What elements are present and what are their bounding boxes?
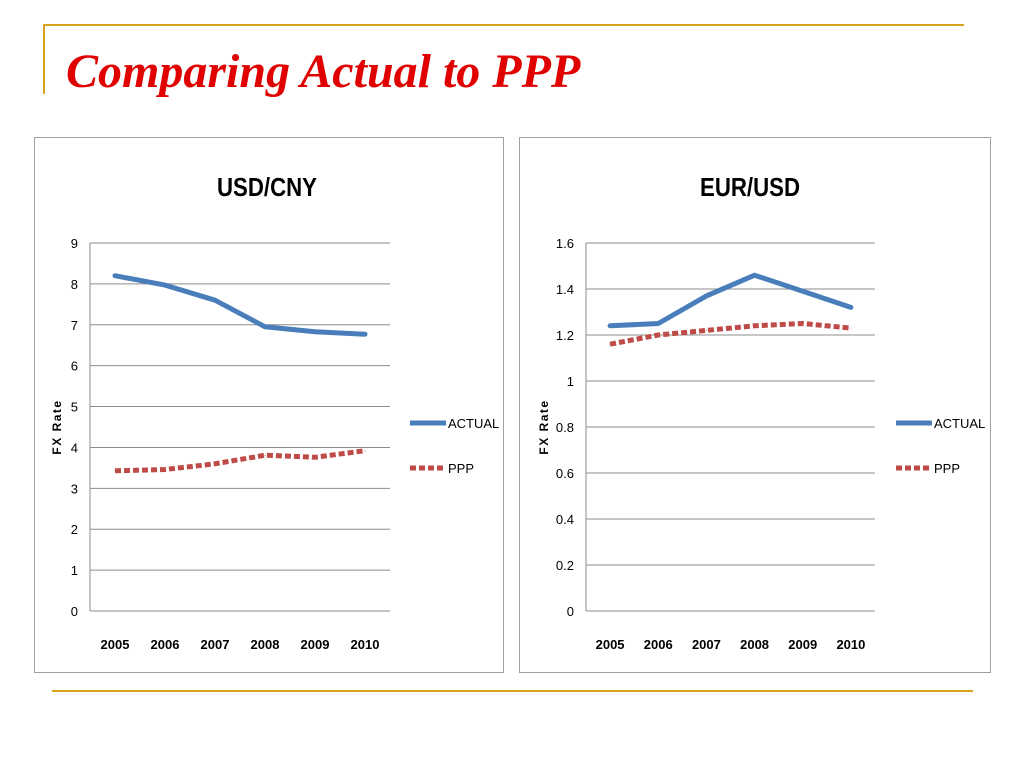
eur-usd-y-axis-label: FX Rate xyxy=(537,399,551,454)
eur-usd-x-tick-label: 2010 xyxy=(836,637,865,652)
eur-usd-y-tick-label: 0.6 xyxy=(556,466,574,481)
eur-usd-series-actual xyxy=(607,272,854,329)
eur-usd-series-ppp xyxy=(609,321,852,347)
usd-cny-x-tick-label: 2008 xyxy=(251,637,280,652)
eur-usd-x-tick-label: 2008 xyxy=(740,637,769,652)
usd-cny-chart-svg: USD/CNY 0 1 2 3 4 5 6 7 8 9 2005 2006 2007 2008 2009 201… xyxy=(50,172,499,652)
usd-cny-x-tick-label: 2009 xyxy=(301,637,330,652)
usd-cny-point-actual xyxy=(214,299,216,301)
usd-cny-x-tick-label: 2010 xyxy=(351,637,380,652)
eur-usd-legend-label-actual: ACTUAL xyxy=(934,416,985,431)
eur-usd-x-tick-label: 2007 xyxy=(692,637,721,652)
usd-cny-y-tick-label: 6 xyxy=(71,359,78,374)
usd-cny-point-ppp xyxy=(114,470,116,472)
usd-cny-x-tick-label: 2007 xyxy=(201,637,230,652)
usd-cny-x-tick-label: 2006 xyxy=(151,637,180,652)
usd-cny-point-ppp xyxy=(164,469,166,471)
eur-usd-point-ppp xyxy=(850,327,852,329)
usd-cny-point-ppp xyxy=(364,450,366,452)
eur-usd-point-actual xyxy=(802,290,804,292)
usd-cny-point-actual xyxy=(264,326,266,328)
eur-usd-chart-svg: EUR/USD 0 0.2 0.4 0.6 0.8 1 1.2 1.4 1.6 2005 2006 20… xyxy=(537,172,985,652)
usd-cny-y-tick-label: 9 xyxy=(71,236,78,251)
usd-cny-y-tick-label: 5 xyxy=(71,400,78,415)
eur-usd-point-ppp xyxy=(609,343,611,345)
usd-cny-chart: USD/CNY 0 1 2 3 4 5 6 7 8 9 2005 2006 2007 2008 2009 201… xyxy=(34,137,504,673)
usd-cny-series-actual xyxy=(112,273,368,337)
eur-usd-point-actual xyxy=(609,325,611,327)
eur-usd-point-ppp xyxy=(657,334,659,336)
eur-usd-y-tick-label: 0 xyxy=(567,604,574,619)
usd-cny-chart-title: USD/CNY xyxy=(217,172,317,202)
left-accent-line xyxy=(43,24,45,94)
eur-usd-point-actual xyxy=(850,306,852,308)
eur-usd-chart-title: EUR/USD xyxy=(700,172,800,202)
eur-usd-y-tick-label: 0.4 xyxy=(556,512,574,527)
eur-usd-point-ppp xyxy=(705,329,707,331)
eur-usd-point-actual xyxy=(705,295,707,297)
usd-cny-point-ppp xyxy=(314,456,316,458)
usd-cny-y-tick-label: 7 xyxy=(71,318,78,333)
usd-cny-series-ppp xyxy=(114,448,366,474)
usd-cny-point-actual xyxy=(364,333,366,335)
eur-usd-x-tick-label: 2005 xyxy=(596,637,625,652)
usd-cny-y-tick-label: 0 xyxy=(71,604,78,619)
usd-cny-y-tick-label: 3 xyxy=(71,481,78,496)
eur-usd-point-ppp xyxy=(802,323,804,324)
eur-usd-y-tick-label: 0.2 xyxy=(556,558,574,573)
usd-cny-point-ppp xyxy=(264,454,266,456)
eur-usd-point-ppp xyxy=(754,325,756,327)
eur-usd-y-tick-label: 1.4 xyxy=(556,282,574,297)
eur-usd-y-tick-label: 1.2 xyxy=(556,328,574,343)
usd-cny-point-actual xyxy=(114,275,116,277)
usd-cny-point-actual xyxy=(164,284,166,286)
eur-usd-point-actual xyxy=(657,323,659,324)
eur-usd-y-tick-label: 1.6 xyxy=(556,236,574,251)
usd-cny-point-actual xyxy=(314,331,316,333)
usd-cny-point-ppp xyxy=(214,463,216,465)
eur-usd-chart: EUR/USD 0 0.2 0.4 0.6 0.8 1 1.2 1.4 1.6 2005 2006 20… xyxy=(519,137,991,673)
slide-title: Comparing Actual to PPP xyxy=(66,45,581,98)
eur-usd-x-tick-label: 2006 xyxy=(644,637,673,652)
usd-cny-y-tick-label: 2 xyxy=(71,522,78,537)
bottom-accent-line xyxy=(52,690,973,692)
eur-usd-point-actual xyxy=(754,274,756,276)
eur-usd-y-tick-label: 0.8 xyxy=(556,420,574,435)
usd-cny-y-tick-label: 8 xyxy=(71,277,78,292)
usd-cny-y-tick-label: 4 xyxy=(71,440,78,455)
usd-cny-legend-label-ppp: PPP xyxy=(448,461,474,476)
eur-usd-y-tick-label: 1 xyxy=(567,374,574,389)
usd-cny-y-tick-label: 1 xyxy=(71,563,78,578)
eur-usd-legend-label-ppp: PPP xyxy=(934,461,960,476)
usd-cny-x-tick-label: 2005 xyxy=(101,637,130,652)
usd-cny-y-axis-label: FX Rate xyxy=(50,399,64,454)
usd-cny-legend-label-actual: ACTUAL xyxy=(448,416,499,431)
eur-usd-x-tick-label: 2009 xyxy=(788,637,817,652)
top-accent-line xyxy=(43,24,964,26)
